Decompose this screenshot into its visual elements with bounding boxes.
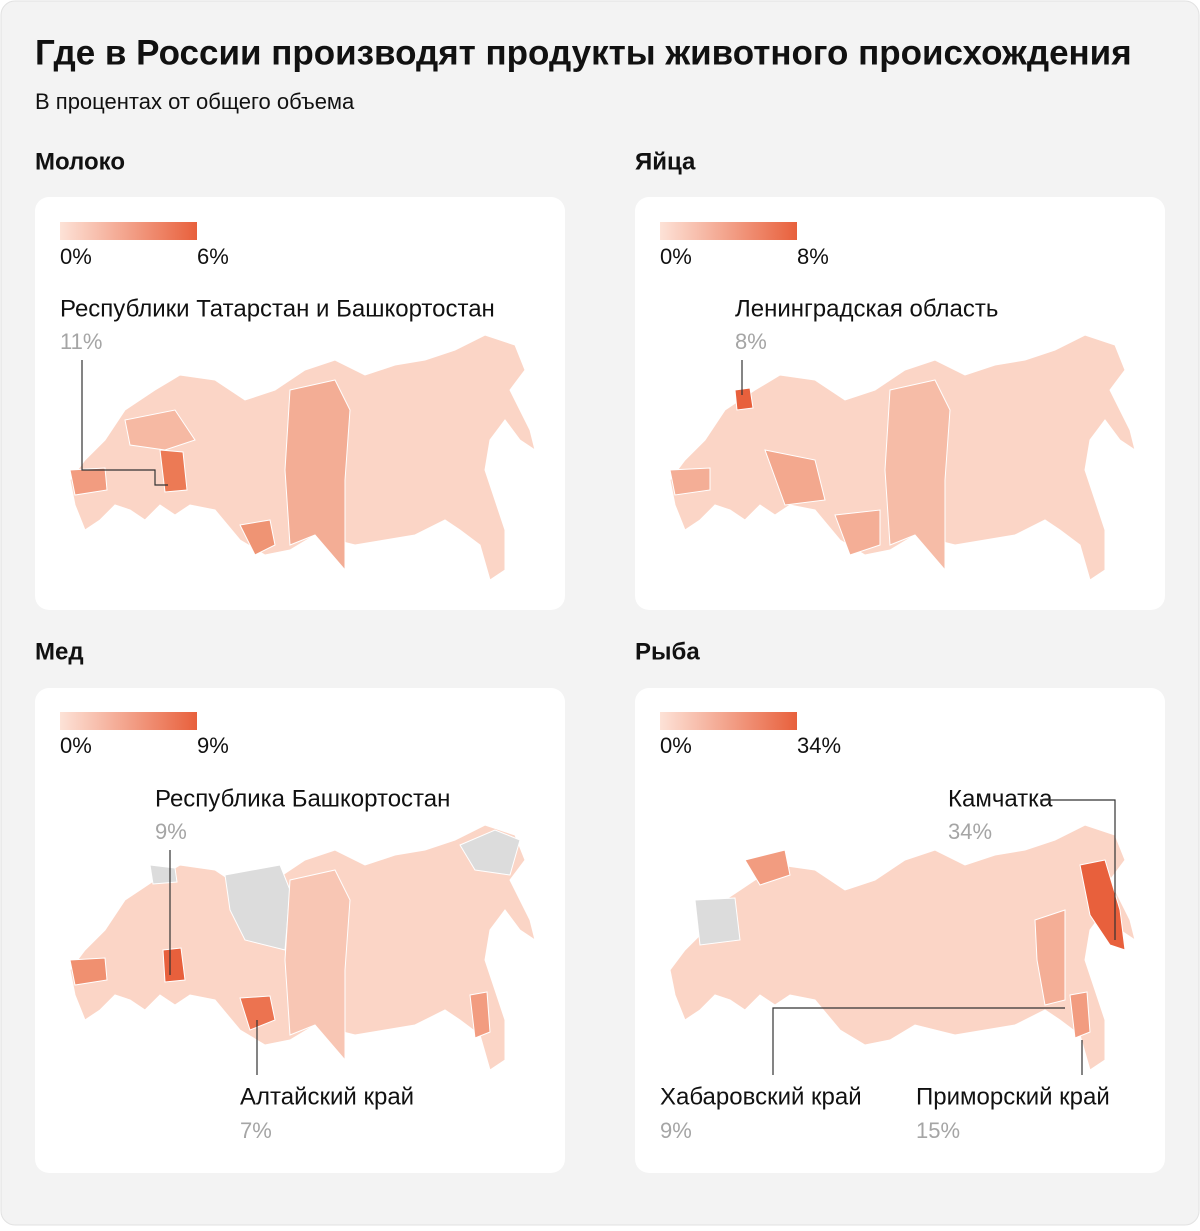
callout-value: 9% — [660, 1118, 692, 1143]
panel-title: Яйца — [635, 148, 696, 175]
legend-min: 0% — [60, 244, 92, 269]
panel-title: Молоко — [35, 148, 125, 175]
panel-title: Рыба — [635, 638, 700, 665]
legend-max: 9% — [197, 733, 229, 758]
legend-max: 34% — [797, 733, 841, 758]
title: Где в России производят продукты животно… — [35, 33, 1132, 72]
panel: Молоко 0% 6% Республики Татарстан и Башк… — [35, 148, 565, 610]
map — [669, 824, 1136, 1071]
callout-value: 9% — [155, 819, 187, 844]
callout-label: Камчатка — [948, 785, 1053, 812]
subtitle: В процентах от общего объема — [35, 89, 355, 114]
callout-value: 15% — [916, 1118, 960, 1143]
callout-label: Приморский край — [916, 1083, 1110, 1110]
legend-bar — [60, 222, 197, 240]
map — [669, 334, 1136, 581]
legend-min: 0% — [660, 733, 692, 758]
legend-bar — [660, 222, 797, 240]
callout-value: 34% — [948, 819, 992, 844]
leader-line — [1040, 799, 1116, 940]
legend-max: 8% — [797, 244, 829, 269]
leader-line — [772, 1007, 1065, 1075]
leader-line — [81, 360, 168, 486]
map — [69, 824, 536, 1071]
callout-label: Республики Татарстан и Башкортостан — [60, 295, 495, 322]
legend-bar — [660, 712, 797, 730]
callout-label: Алтайский край — [240, 1083, 414, 1110]
callout-label: Хабаровский край — [660, 1083, 862, 1110]
legend-min: 0% — [660, 244, 692, 269]
panel: Рыба 0% 34% Камчатка 34% Хабаровский кра… — [635, 638, 1165, 1173]
map — [69, 334, 536, 581]
callout-value: 11% — [60, 329, 102, 354]
callout-label: Республика Башкортостан — [155, 785, 450, 812]
callout-value: 7% — [240, 1118, 272, 1143]
legend-bar — [60, 712, 197, 730]
panel: Яйца 0% 8% Ленинградская область 8% — [635, 148, 1165, 610]
legend-max: 6% — [197, 244, 229, 269]
legend-min: 0% — [60, 733, 92, 758]
panel-title: Мед — [35, 638, 84, 665]
callout-label: Ленинградская область — [735, 295, 998, 322]
callout-value: 8% — [735, 329, 767, 354]
panel: Мед 0% 9% Республика Башкортостан 9% Алт… — [35, 638, 565, 1173]
